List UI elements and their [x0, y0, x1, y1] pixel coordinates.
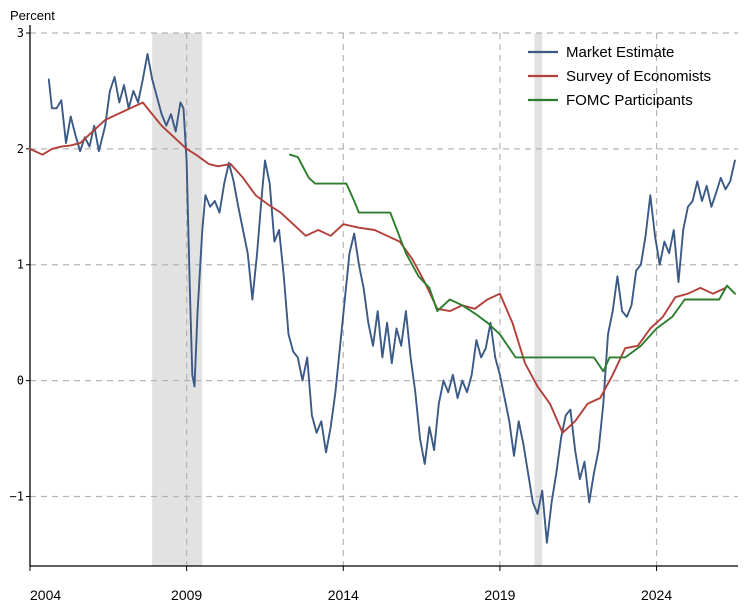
series-line-fomc-participants — [289, 153, 736, 373]
x-tick-label-1: 2009 — [171, 587, 202, 603]
gridlines — [30, 32, 738, 566]
legend-label-2: FOMC Participants — [566, 92, 693, 109]
y-tick-label-4: −1 — [10, 489, 24, 503]
legend-label-0: Market Estimate — [566, 44, 674, 61]
series-line-market-estimate — [47, 52, 736, 544]
recession-shading — [152, 33, 543, 566]
y-unit-label: Percent — [10, 8, 55, 23]
legend-label-1: Survey of Economists — [566, 68, 711, 85]
axes — [29, 25, 738, 567]
x-tick-label-4: 2024 — [641, 587, 672, 603]
recession-band-1 — [534, 33, 543, 566]
y-tick-label-2: 1 — [17, 258, 24, 272]
y-tick-label-0: 3 — [17, 26, 24, 40]
x-tick-label-0: 2004 — [30, 587, 61, 603]
x-tick-labels: 2004 2009 2014 2019 2024 — [29, 566, 672, 603]
y-tick-label-1: 2 — [17, 142, 24, 156]
y-tick-label-3: 0 — [17, 374, 24, 388]
x-tick-label-3: 2019 — [484, 587, 515, 603]
x-tick-label-2: 2014 — [328, 587, 359, 603]
y-tick-labels: 3 2 1 0 −1 — [10, 26, 30, 503]
series-line-survey-of-economists — [29, 101, 727, 434]
recession-band-0 — [152, 33, 203, 566]
series-lines — [29, 52, 736, 544]
legend: Market Estimate Survey of Economists FOMC … — [528, 44, 711, 109]
